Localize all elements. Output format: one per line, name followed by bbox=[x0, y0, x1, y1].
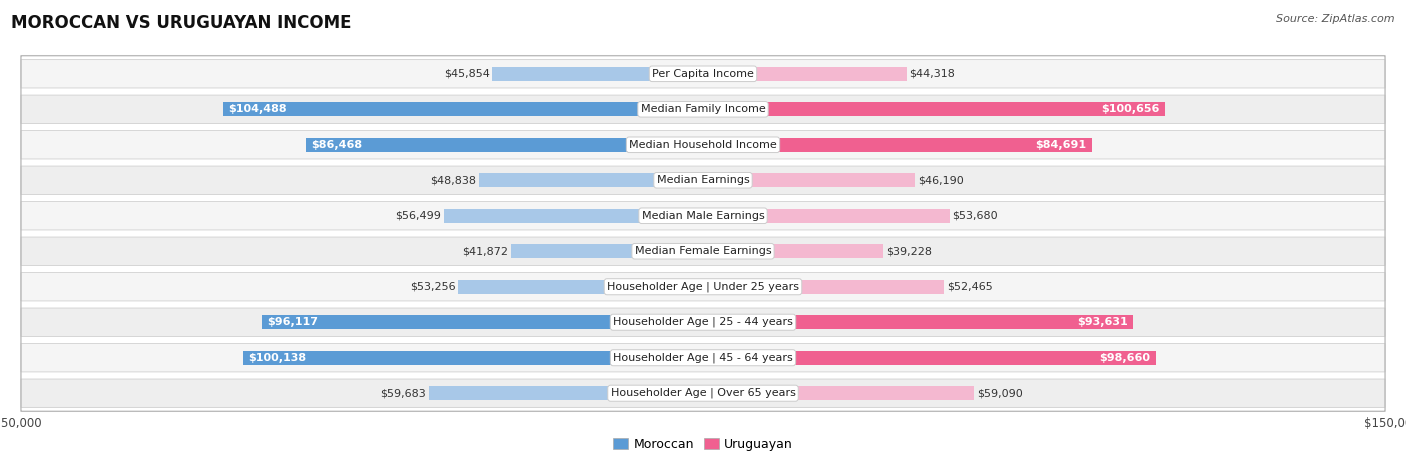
Bar bbox=[703, 386, 974, 400]
Bar bbox=[262, 315, 703, 329]
Text: $93,631: $93,631 bbox=[1077, 317, 1128, 327]
FancyBboxPatch shape bbox=[21, 166, 1385, 194]
FancyBboxPatch shape bbox=[21, 344, 1385, 372]
Text: $44,318: $44,318 bbox=[910, 69, 955, 79]
Text: $56,499: $56,499 bbox=[395, 211, 440, 221]
FancyBboxPatch shape bbox=[21, 237, 1385, 265]
Bar bbox=[492, 67, 703, 81]
Text: Householder Age | 45 - 64 years: Householder Age | 45 - 64 years bbox=[613, 353, 793, 363]
Text: $100,138: $100,138 bbox=[249, 353, 307, 363]
FancyBboxPatch shape bbox=[21, 131, 1385, 159]
FancyBboxPatch shape bbox=[21, 60, 1385, 88]
Text: $41,872: $41,872 bbox=[463, 246, 508, 256]
FancyBboxPatch shape bbox=[21, 273, 1385, 301]
Text: $59,683: $59,683 bbox=[381, 388, 426, 398]
Text: Median Household Income: Median Household Income bbox=[628, 140, 778, 150]
Text: $48,838: $48,838 bbox=[430, 175, 477, 185]
Text: MOROCCAN VS URUGUAYAN INCOME: MOROCCAN VS URUGUAYAN INCOME bbox=[11, 14, 352, 32]
FancyBboxPatch shape bbox=[21, 202, 1385, 230]
FancyBboxPatch shape bbox=[21, 379, 1385, 407]
Text: $98,660: $98,660 bbox=[1099, 353, 1150, 363]
Text: Householder Age | Under 25 years: Householder Age | Under 25 years bbox=[607, 282, 799, 292]
Text: $104,488: $104,488 bbox=[229, 104, 287, 114]
Text: $52,465: $52,465 bbox=[946, 282, 993, 292]
Bar bbox=[703, 351, 1156, 365]
Legend: Moroccan, Uruguayan: Moroccan, Uruguayan bbox=[613, 438, 793, 451]
Text: $86,468: $86,468 bbox=[311, 140, 363, 150]
Text: Median Female Earnings: Median Female Earnings bbox=[634, 246, 772, 256]
FancyBboxPatch shape bbox=[21, 308, 1385, 336]
Text: $100,656: $100,656 bbox=[1101, 104, 1160, 114]
Text: $96,117: $96,117 bbox=[267, 317, 318, 327]
Text: Median Family Income: Median Family Income bbox=[641, 104, 765, 114]
Bar bbox=[443, 209, 703, 223]
Bar bbox=[703, 138, 1092, 152]
Bar bbox=[458, 280, 703, 294]
Bar bbox=[510, 244, 703, 258]
Text: Per Capita Income: Per Capita Income bbox=[652, 69, 754, 79]
Text: Median Earnings: Median Earnings bbox=[657, 175, 749, 185]
Bar bbox=[703, 244, 883, 258]
Bar bbox=[478, 173, 703, 187]
Text: Median Male Earnings: Median Male Earnings bbox=[641, 211, 765, 221]
Bar bbox=[243, 351, 703, 365]
Text: $84,691: $84,691 bbox=[1035, 140, 1087, 150]
Bar bbox=[703, 173, 915, 187]
Text: $59,090: $59,090 bbox=[977, 388, 1024, 398]
Text: $46,190: $46,190 bbox=[918, 175, 963, 185]
Text: $53,680: $53,680 bbox=[952, 211, 998, 221]
Text: $39,228: $39,228 bbox=[886, 246, 932, 256]
Bar bbox=[703, 67, 907, 81]
Bar bbox=[307, 138, 703, 152]
Bar bbox=[703, 315, 1133, 329]
Bar bbox=[703, 280, 943, 294]
Text: Source: ZipAtlas.com: Source: ZipAtlas.com bbox=[1277, 14, 1395, 24]
Bar bbox=[224, 102, 703, 116]
Bar bbox=[703, 209, 949, 223]
Text: Householder Age | Over 65 years: Householder Age | Over 65 years bbox=[610, 388, 796, 398]
Bar bbox=[429, 386, 703, 400]
Bar bbox=[703, 102, 1166, 116]
Text: $53,256: $53,256 bbox=[411, 282, 456, 292]
Text: $45,854: $45,854 bbox=[444, 69, 489, 79]
FancyBboxPatch shape bbox=[21, 95, 1385, 123]
Text: Householder Age | 25 - 44 years: Householder Age | 25 - 44 years bbox=[613, 317, 793, 327]
